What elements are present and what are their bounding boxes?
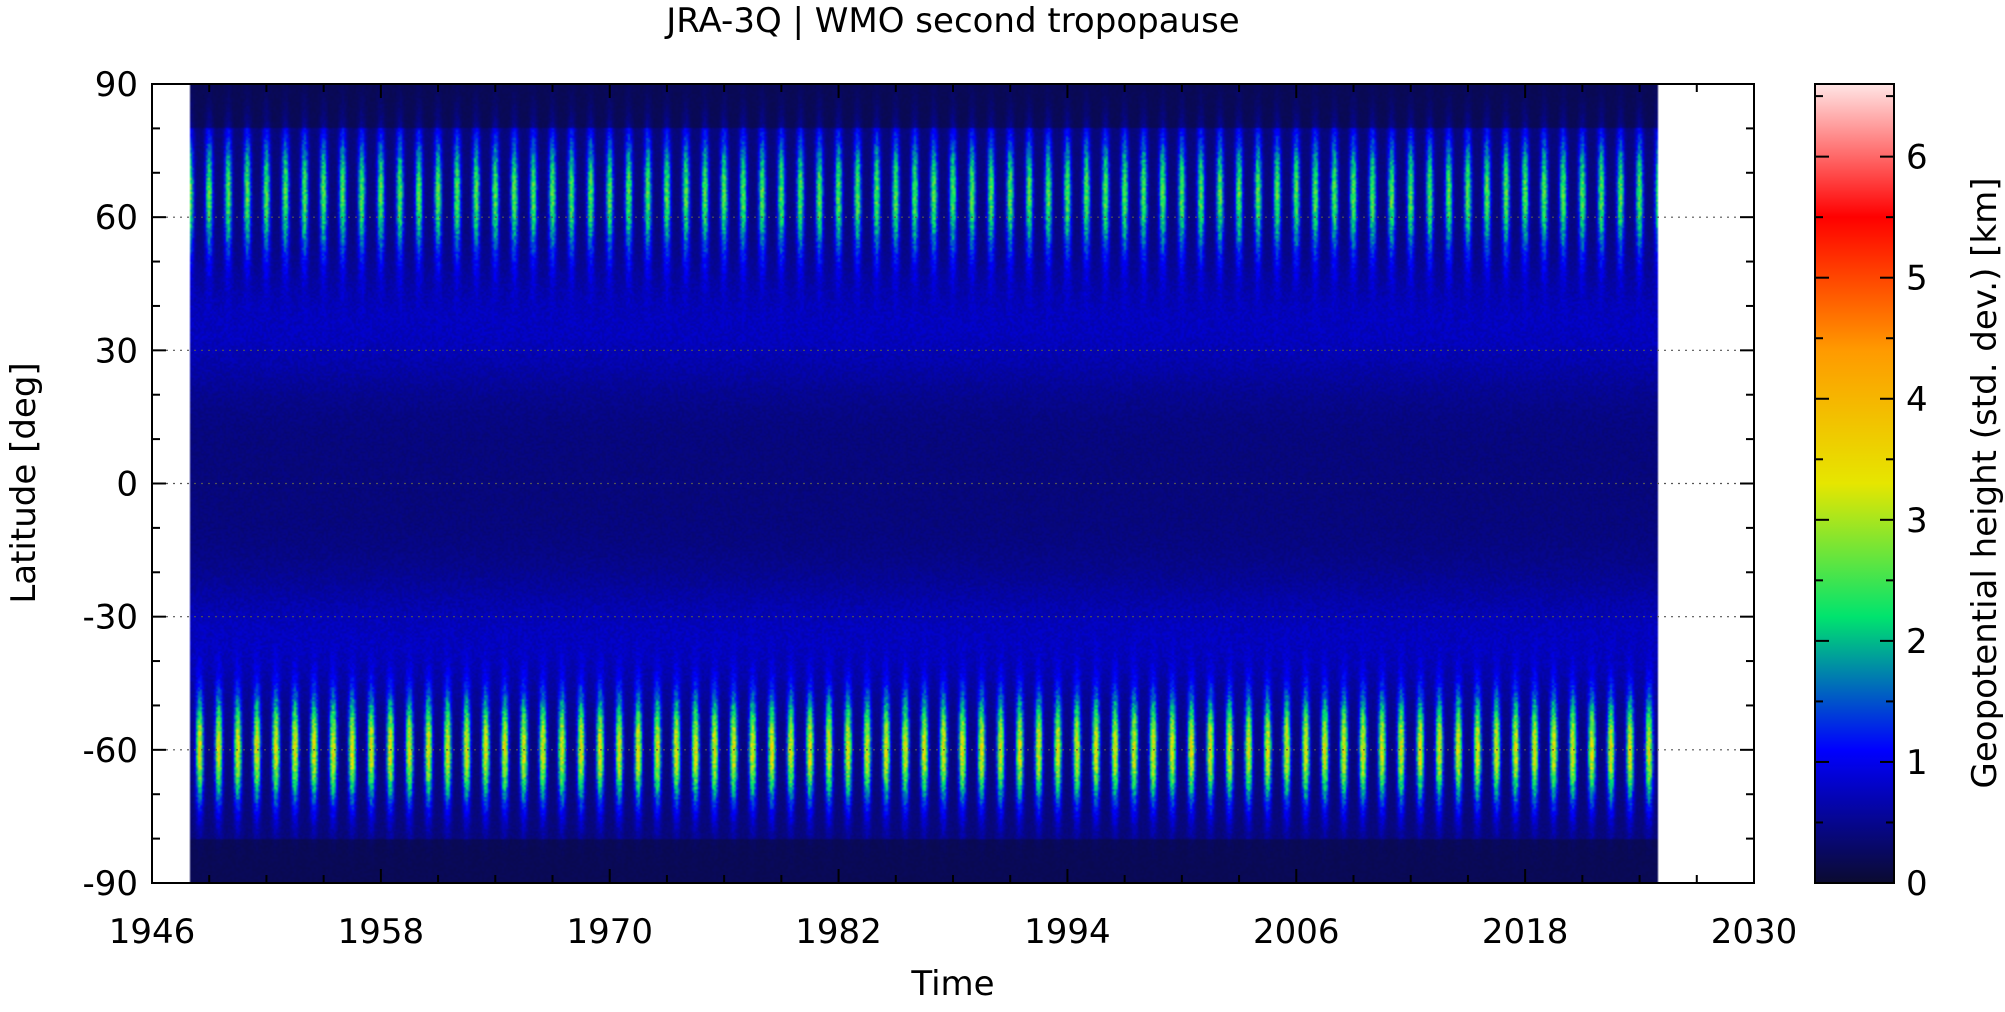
x-tick-label: 1994 [1024,912,1111,952]
x-tick-label: 2006 [1253,912,1340,952]
colorbar-tick-label: 4 [1906,380,1928,420]
colorbar-tick-label: 3 [1906,501,1928,541]
x-tick-label: 1982 [795,912,882,952]
y-axis-label: Latitude [deg] [4,362,44,603]
x-tick-label: 1958 [338,912,425,952]
x-tick-label: 1946 [109,912,196,952]
chart-title: JRA-3Q | WMO second tropopause [664,1,1239,41]
x-tick-label: 2030 [1711,912,1798,952]
y-tick-label: -60 [82,731,138,771]
heatmap-image [152,84,1754,883]
grid [152,216,1754,751]
x-tick-label: 1970 [566,912,653,952]
heatmap [152,84,1754,883]
y-tick-label: -30 [82,598,138,638]
y-tick-label: 60 [95,198,138,238]
x-tick-label: 2018 [1482,912,1569,952]
colorbar-label: Geopotential height (std. dev.) [km] [1965,177,2005,788]
colorbar-tick-label: 6 [1906,138,1928,178]
y-tick-label: 30 [95,331,138,371]
colorbar-tick-label: 0 [1906,864,1928,904]
colorbar-tick-label: 2 [1906,622,1928,662]
y-axis: -90 -60 -30 0 30 60 90 [82,65,1754,904]
y-tick-label: -90 [82,864,138,904]
colorbar [1814,83,1895,884]
y-tick-label: 90 [95,65,138,105]
x-axis-label: Time [910,964,994,1004]
colorbar-tick-label: 1 [1906,743,1928,783]
colorbar-axis: 0 1 2 3 4 5 6 [1815,95,1928,904]
x-axis: 1946 1958 1970 1982 1994 2006 2018 2030 [109,84,1798,952]
colorbar-tick-label: 5 [1906,259,1928,299]
y-tick-label: 0 [116,465,138,505]
